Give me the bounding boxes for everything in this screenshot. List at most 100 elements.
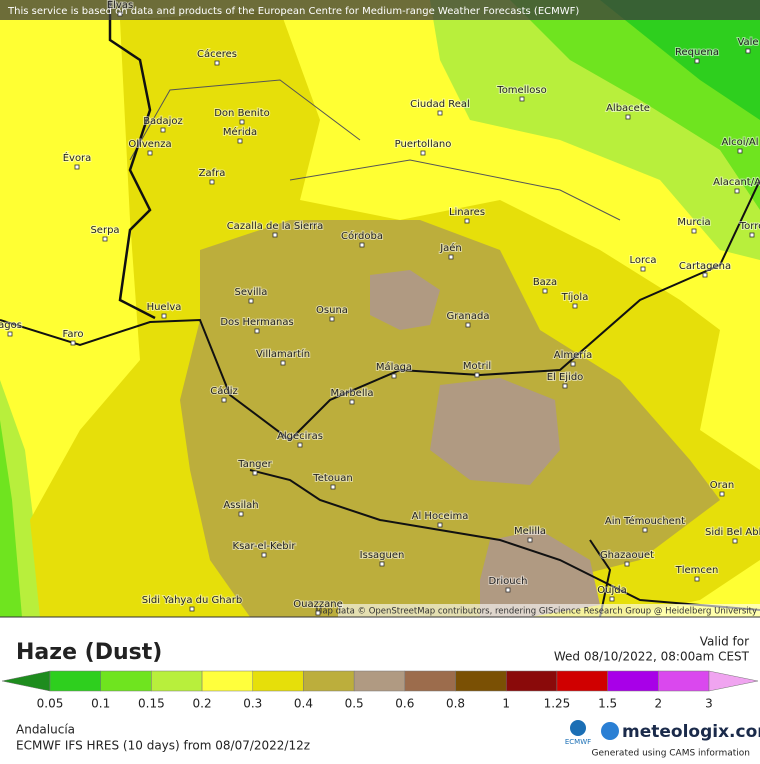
city-label: Vale: [737, 37, 758, 48]
city-label: Marbella: [330, 388, 373, 399]
city-marker: [691, 228, 697, 234]
city-label: Oujda: [597, 585, 626, 596]
city-marker: [261, 552, 267, 558]
city-label: Al Hoceima: [412, 511, 469, 522]
scale-tick-label: 1: [502, 697, 510, 711]
city-marker: [542, 288, 548, 294]
city-label: Lorca: [629, 255, 656, 266]
city-marker: [702, 272, 708, 278]
city-marker: [330, 484, 336, 490]
scale-tick-label: 0.05: [37, 697, 64, 711]
city-label: Badajoz: [143, 116, 183, 127]
city-label: Cazalla de la Sierra: [227, 221, 324, 232]
city-marker: [272, 232, 278, 238]
scale-box: [353, 670, 406, 692]
city-marker: [527, 537, 533, 543]
scale-box: [49, 670, 101, 692]
scale-tick-label: 3: [705, 697, 713, 711]
city-marker: [745, 48, 751, 54]
city-label: Cartagena: [679, 261, 731, 272]
city-marker: [749, 232, 755, 238]
city-label: Sevilla: [235, 287, 268, 298]
city-marker: [7, 331, 13, 337]
legend-title: Haze (Dust): [16, 640, 162, 665]
city-marker: [737, 148, 743, 154]
city-marker: [625, 114, 631, 120]
city-label: Tetouan: [312, 473, 352, 484]
city-label: Requena: [675, 47, 719, 58]
scale-tick-label: 0.3: [243, 697, 262, 711]
city-label: Algeciras: [277, 431, 323, 442]
city-label: Tíjola: [561, 291, 589, 303]
city-marker: [465, 322, 471, 328]
scale-tick-label: 2: [654, 697, 662, 711]
city-marker: [147, 150, 153, 156]
city-label: Ain Témouchent: [605, 515, 685, 527]
city-label: Sidi Yahya du Gharb: [142, 595, 242, 606]
city-label: Málaga: [376, 361, 412, 373]
city-marker: [379, 561, 385, 567]
city-marker: [238, 511, 244, 517]
scale-box: [303, 670, 355, 692]
scale-box: [404, 670, 456, 692]
city-label: Alacant/A: [713, 177, 760, 188]
city-label: Mérida: [223, 126, 257, 138]
valid-time: Wed 08/10/2022, 08:00am CEST: [554, 650, 750, 664]
city-label: Tomelloso: [496, 85, 546, 96]
city-marker: [437, 110, 443, 116]
scale-box: [607, 670, 659, 692]
scale-box: [252, 670, 304, 692]
scale-tick-label: 0.15: [138, 697, 165, 711]
city-marker: [248, 298, 254, 304]
city-marker: [519, 96, 525, 102]
city-marker: [315, 610, 321, 616]
city-label: Ghazaouet: [600, 550, 654, 561]
city-label: Don Benito: [214, 108, 270, 119]
banner: This service is based on data and produc…: [7, 6, 579, 17]
city-marker: [160, 127, 166, 133]
city-label: Elvas: [107, 0, 133, 11]
city-label: Huelva: [147, 302, 182, 313]
city-marker: [734, 188, 740, 194]
city-label: Ouazzane: [293, 599, 342, 610]
city-marker: [562, 383, 568, 389]
city-label: Alcoi/Al: [721, 137, 758, 148]
city-label: Melilla: [514, 526, 546, 537]
scale-box: [100, 670, 152, 692]
city-label: Ciudad Real: [410, 99, 470, 110]
city-marker: [239, 119, 245, 125]
city-label: Zafra: [199, 168, 226, 179]
city-label: Tlemcen: [675, 565, 719, 576]
scale-tick-label: 0.6: [395, 697, 414, 711]
city-marker: [70, 340, 76, 346]
city-label: Sidi Bel Abb: [705, 527, 760, 538]
city-label: Dos Hermanas: [220, 317, 293, 328]
city-label: Córdoba: [341, 230, 383, 242]
city-marker: [624, 561, 630, 567]
city-label: Murcia: [677, 217, 710, 228]
city-label: Baza: [533, 277, 557, 288]
ecmwf-logo: ECMWF: [565, 738, 591, 746]
city-marker: [329, 316, 335, 322]
city-label: Cáceres: [197, 48, 237, 60]
city-marker: [189, 606, 195, 612]
city-marker: [640, 266, 646, 272]
city-label: Issaguen: [360, 550, 405, 561]
city-marker: [694, 58, 700, 64]
city-marker: [609, 596, 615, 602]
scale-box: [505, 670, 558, 692]
city-label: Jaén: [439, 242, 462, 254]
scale-box: [201, 670, 254, 692]
scale-tick-label: 0.5: [345, 697, 364, 711]
city-label: Oran: [710, 480, 734, 491]
city-labels: Cáceres Badajoz Don Benito Mérida Olivenza Év…: [0, 0, 760, 616]
city-label: Faro: [63, 329, 84, 340]
city-marker: [252, 470, 258, 476]
city-label: Assilah: [223, 500, 258, 511]
city-label: agos: [0, 320, 22, 331]
city-marker: [420, 150, 426, 156]
scale-tick-label: 1.5: [598, 697, 617, 711]
city-label: Olivenza: [128, 139, 171, 150]
cams-note: Generated using CAMS information: [591, 749, 750, 759]
